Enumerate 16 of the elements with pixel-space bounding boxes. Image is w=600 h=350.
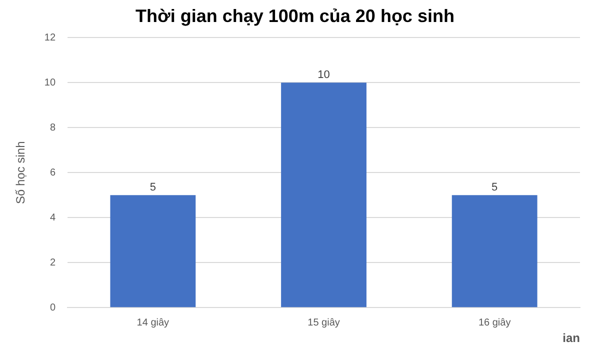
y-tick-label: 8 xyxy=(50,122,56,134)
y-axis-title: Số học sinh xyxy=(14,141,28,204)
y-tick-label: 2 xyxy=(50,257,56,268)
x-tick-label: 15 giây xyxy=(308,317,340,328)
x-tick-label: 16 giây xyxy=(478,317,511,328)
data-label: 5 xyxy=(492,182,498,194)
y-tick-label: 0 xyxy=(50,302,56,314)
y-tick-label: 12 xyxy=(44,32,56,44)
chart-title: Thời gian chạy 100m của 20 học sinh xyxy=(136,6,454,26)
y-tick-label: 10 xyxy=(44,77,56,88)
y-tick-label: 6 xyxy=(50,167,56,178)
x-tick-label: 14 giây xyxy=(136,317,170,328)
y-tick-label: 4 xyxy=(50,212,56,224)
x-axis-title: ian xyxy=(562,331,580,346)
data-label: 10 xyxy=(318,69,330,82)
data-label: 5 xyxy=(150,182,156,194)
